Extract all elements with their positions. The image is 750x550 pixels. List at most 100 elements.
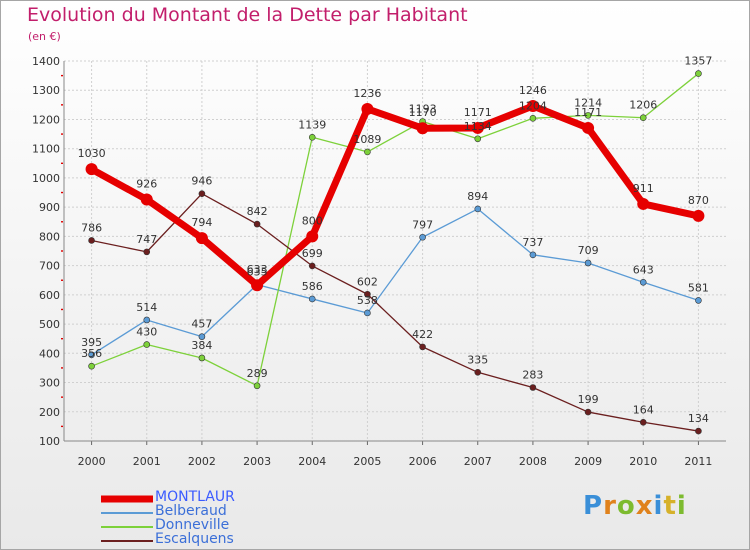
series-line (91, 73, 699, 387)
series-layer (85, 70, 705, 435)
data-label: 870 (688, 194, 709, 207)
data-point (364, 309, 371, 317)
series-line (91, 208, 699, 356)
data-point (85, 163, 98, 176)
data-label: 514 (136, 301, 157, 314)
data-label: 800 (302, 214, 323, 227)
series-line (91, 193, 699, 432)
legend-swatch (101, 495, 153, 503)
logo-letter: o (616, 491, 636, 521)
x-tick-label: 2007 (464, 455, 492, 468)
data-point (253, 220, 261, 228)
data-point (364, 290, 371, 298)
x-tick-label: 2009 (574, 455, 602, 468)
y-minor-tick (61, 250, 63, 252)
data-point (474, 135, 482, 143)
data-label: 1171 (574, 106, 602, 119)
data-label: 602 (357, 275, 378, 288)
data-label: 926 (136, 178, 157, 191)
data-label: 289 (247, 367, 268, 380)
x-tick-label: 2003 (243, 455, 271, 468)
data-point (88, 237, 95, 244)
data-label: 1206 (629, 99, 657, 112)
data-point (419, 343, 426, 351)
x-tick-label: 2010 (629, 455, 657, 468)
data-label: 1170 (409, 106, 437, 119)
data-point (88, 351, 95, 359)
legend-label: Belberaud (155, 503, 227, 519)
chart-title: Evolution du Montant de la Dette par Hab… (27, 4, 468, 26)
data-label: 1139 (298, 118, 326, 131)
data-point (529, 114, 537, 122)
data-label: 199 (578, 393, 599, 406)
y-minor-tick (61, 337, 63, 340)
x-tick-label: 2005 (353, 455, 381, 468)
data-point (692, 209, 705, 222)
data-point (695, 70, 702, 77)
data-label: 586 (302, 280, 323, 293)
data-label: 699 (302, 247, 323, 260)
y-tick-label: 1300 (32, 84, 60, 97)
series-line (89, 102, 700, 289)
data-label: 635 (247, 266, 268, 279)
data-label: 422 (412, 328, 433, 341)
data-label: 384 (191, 339, 212, 352)
data-label: 1134 (464, 120, 492, 133)
y-tick-label: 300 (39, 377, 60, 390)
data-point (471, 121, 484, 134)
y-tick-label: 1000 (32, 172, 60, 185)
data-label: 581 (688, 281, 709, 294)
y-minor-tick (61, 221, 63, 223)
data-label: 1030 (78, 147, 106, 160)
y-tick-label: 800 (39, 230, 60, 243)
y-minor-tick (61, 133, 63, 135)
data-label: 164 (633, 403, 654, 416)
data-label: 1214 (574, 96, 602, 109)
data-point (416, 122, 429, 135)
data-point (584, 259, 592, 267)
data-point (474, 369, 482, 376)
data-point (143, 316, 151, 324)
data-label: 430 (136, 326, 157, 339)
y-minor-tick (61, 367, 63, 369)
data-label: 946 (191, 175, 212, 188)
data-point (195, 232, 208, 245)
data-point (639, 418, 647, 426)
data-label: 1357 (684, 55, 712, 68)
data-label: 737 (522, 236, 543, 249)
data-point (529, 251, 537, 259)
data-label: 709 (578, 244, 599, 257)
data-label: 1089 (353, 133, 381, 146)
x-tick-label: 2004 (298, 455, 326, 468)
y-minor-tick (61, 279, 63, 281)
logo-letter: i (653, 491, 664, 521)
legend-label: Escalquens (155, 531, 234, 547)
x-tick-label: 2001 (133, 455, 161, 468)
data-point (308, 262, 316, 270)
data-point (637, 197, 650, 210)
data-label: 794 (191, 216, 212, 229)
data-point (198, 333, 206, 340)
logo-letter: P (583, 491, 604, 521)
data-label: 797 (412, 218, 433, 231)
data-label: 643 (633, 263, 654, 276)
data-point (143, 341, 151, 348)
data-point (308, 133, 316, 141)
data-point (584, 408, 592, 416)
proxiti-logo: Proxiti (583, 491, 687, 521)
y-tick-label: 700 (39, 260, 60, 273)
data-label: 894 (467, 190, 488, 203)
data-label: 283 (522, 369, 543, 382)
x-tick-label: 2000 (78, 455, 106, 468)
data-point (584, 112, 592, 119)
logo-letter: r (603, 491, 617, 521)
logo-letter: x (635, 491, 654, 521)
x-tick-label: 2008 (519, 455, 547, 468)
data-point (695, 297, 702, 304)
y-tick-label: 600 (39, 289, 60, 302)
data-point (361, 102, 374, 115)
data-point (308, 295, 316, 303)
data-point (582, 121, 595, 134)
y-minor-tick (61, 308, 63, 311)
